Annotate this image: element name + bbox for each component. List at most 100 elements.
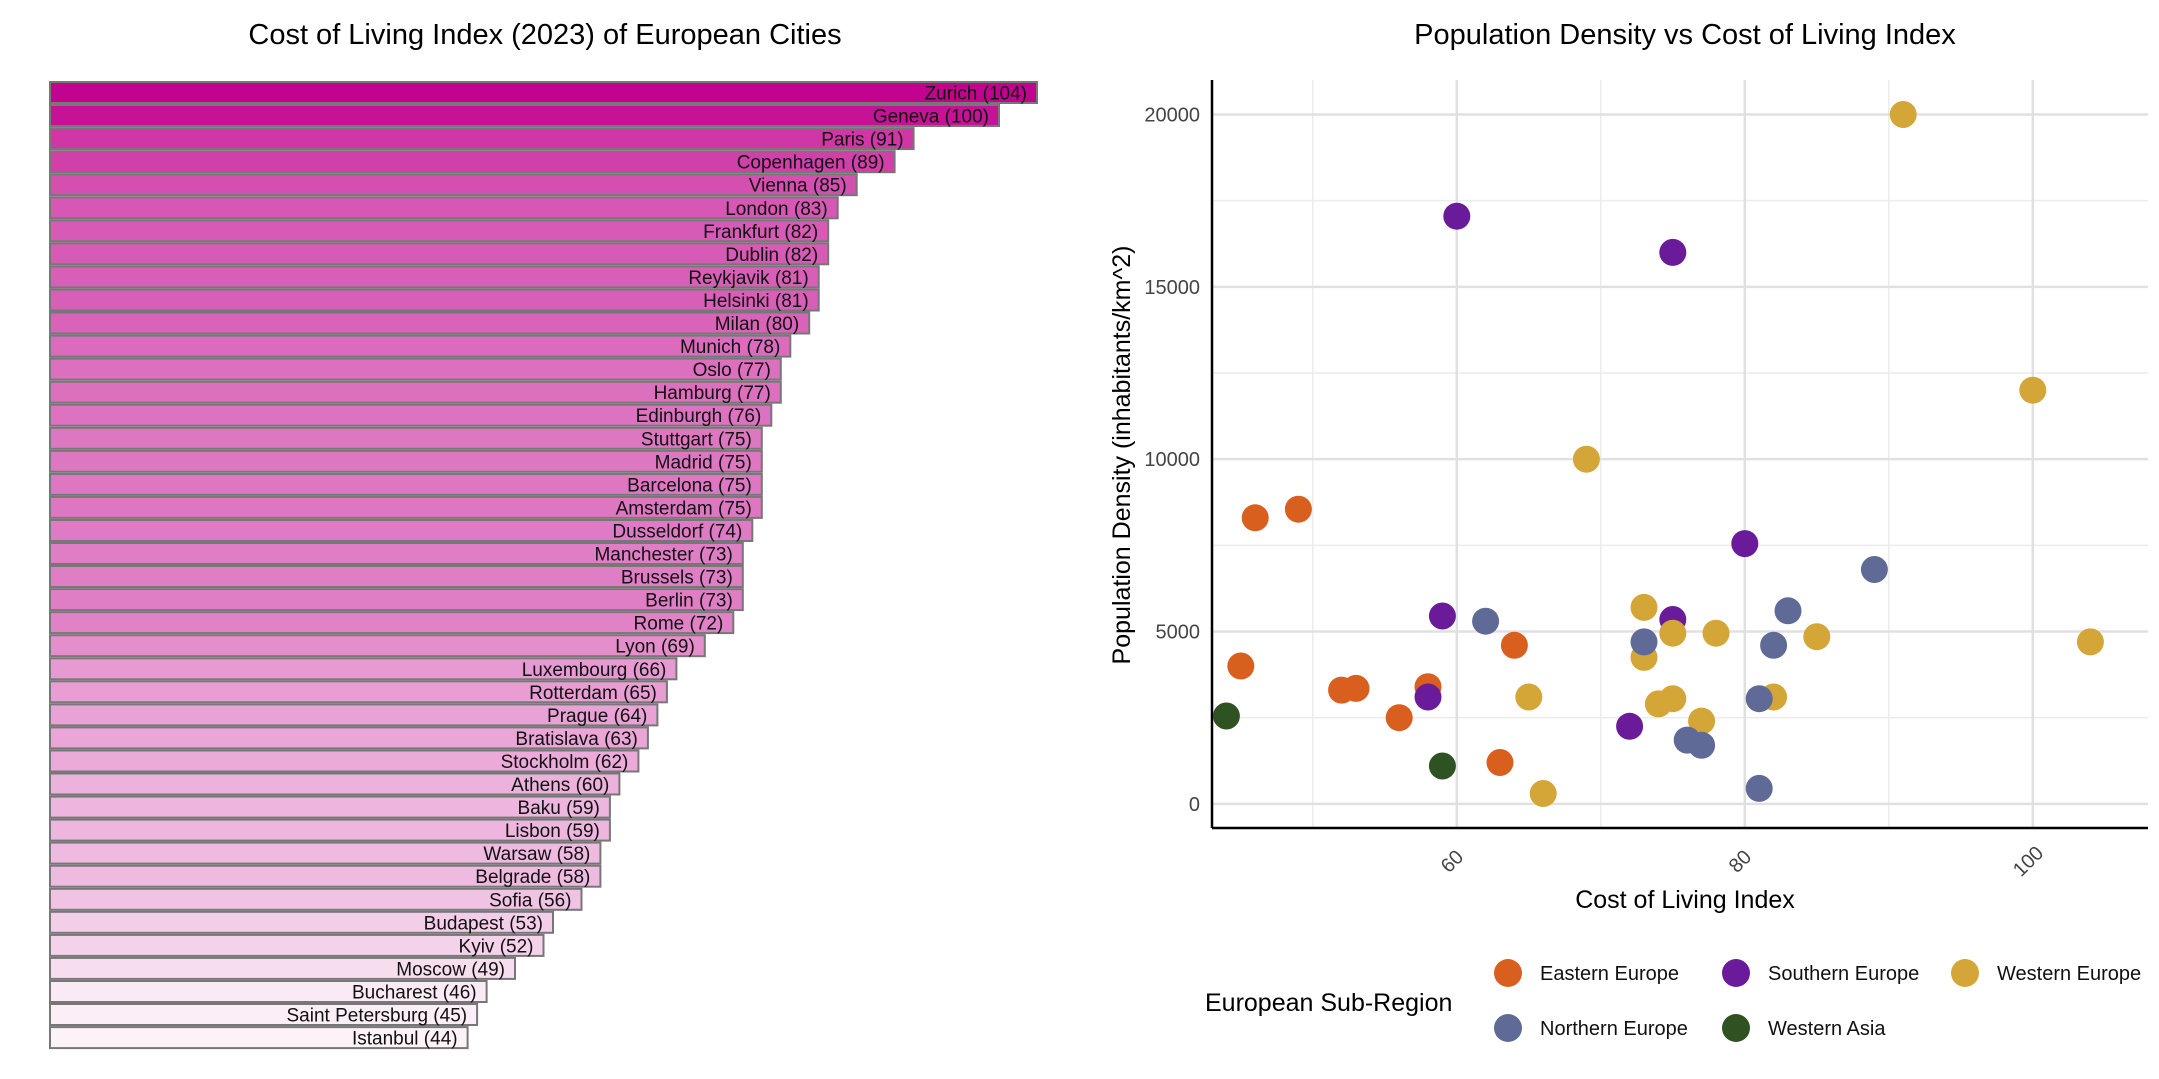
bar-madrid — [49, 449, 763, 473]
bar-saint-petersburg — [49, 1003, 479, 1026]
point-northern-europe — [1472, 607, 1500, 635]
legend-items: Eastern Europe Southern Europe Western Eur… — [1494, 959, 2141, 1042]
point-eastern-europe — [1486, 749, 1514, 776]
bar-berlin — [49, 588, 744, 612]
point-western-asia — [1428, 752, 1456, 780]
bar-moscow — [49, 956, 516, 980]
point-southern-europe — [1616, 712, 1644, 740]
bar-label: Dublin (82) — [725, 245, 818, 266]
bar-label: Copenhagen (89) — [737, 153, 885, 174]
bar-milan — [49, 311, 811, 335]
bar-stuttgart — [49, 426, 763, 450]
bar-sofia — [49, 887, 583, 911]
point-western-europe — [2076, 628, 2104, 656]
bar-label: Paris (91) — [821, 130, 903, 151]
bar-budapest — [49, 910, 554, 934]
point-northern-europe — [1630, 628, 1658, 656]
point-eastern-europe — [1284, 495, 1312, 523]
bar-oslo — [49, 357, 782, 381]
bar-vienna — [49, 173, 858, 197]
bar-label: Lisbon (59) — [505, 821, 600, 842]
y-axis-label: Population Density (inhabitants/km^2) — [1108, 246, 1136, 665]
bar-chart-panel: Cost of Living Index (2023) of European … — [49, 19, 1038, 1050]
bar-warsaw — [49, 841, 602, 865]
bar-helsinki — [49, 288, 820, 312]
bar-rotterdam — [49, 680, 668, 704]
bar-label: Stuttgart (75) — [641, 429, 752, 450]
bar-bucharest — [49, 980, 488, 1003]
bar-label: Saint Petersburg (45) — [287, 1006, 468, 1027]
bar-dusseldorf — [49, 519, 754, 542]
bar-edinburgh — [49, 403, 773, 427]
bar-luxembourg — [49, 657, 678, 681]
bar-dublin — [49, 242, 830, 266]
point-northern-europe — [1774, 597, 1802, 625]
bar-bratislava — [49, 726, 649, 750]
bar-lyon — [49, 634, 706, 658]
bar-label: Stockholm (62) — [501, 752, 629, 773]
legend-swatch-western-europe — [1951, 959, 1979, 987]
bar-label: Berlin (73) — [645, 591, 733, 612]
legend-label-southern-europe: Southern Europe — [1768, 963, 1919, 985]
bar-label: Dusseldorf (74) — [612, 522, 742, 543]
point-western-europe — [1688, 707, 1716, 735]
legend-swatch-western-asia — [1722, 1014, 1750, 1042]
bar-label: Belgrade (58) — [475, 867, 590, 888]
bar-label: Amsterdam (75) — [616, 498, 752, 519]
point-eastern-europe — [1385, 704, 1413, 732]
bar-label: Barcelona (75) — [627, 475, 752, 496]
bar-munich — [49, 334, 792, 358]
point-southern-europe — [1443, 202, 1471, 230]
bar-label: Munich (78) — [680, 337, 780, 358]
bar-label: Milan (80) — [715, 314, 799, 335]
y-tick-label: 5000 — [1156, 622, 1201, 644]
point-western-europe — [1644, 690, 1672, 718]
point-western-europe — [1572, 445, 1600, 473]
y-tick-label: 20000 — [1144, 104, 1200, 126]
bar-label: Frankfurt (82) — [703, 222, 818, 243]
legend-label-northern-europe: Northern Europe — [1540, 1018, 1688, 1040]
bar-label: Geneva (100) — [873, 107, 989, 128]
scatter-chart-title: Population Density vs Cost of Living Ind… — [1414, 19, 1956, 51]
bar-lisbon — [49, 818, 611, 842]
bar-label: Kyiv (52) — [459, 936, 534, 957]
point-eastern-europe — [1227, 652, 1255, 680]
legend-swatch-northern-europe — [1494, 1014, 1522, 1042]
bar-geneva — [49, 104, 1000, 127]
point-western-europe — [1659, 619, 1687, 647]
bar-zurich — [49, 81, 1038, 104]
bar-label: Lyon (69) — [615, 637, 695, 658]
point-northern-europe — [1745, 685, 1773, 713]
point-eastern-europe — [1500, 631, 1528, 659]
bar-label: Moscow (49) — [396, 959, 505, 980]
bar-label: Manchester (73) — [594, 545, 732, 566]
point-western-europe — [1803, 623, 1831, 651]
bar-label: Athens (60) — [511, 775, 609, 796]
bar-stockholm — [49, 749, 640, 773]
bar-label: Warsaw (58) — [483, 844, 590, 865]
bar-label: Vienna (85) — [749, 176, 847, 197]
bar-label: Bratislava (63) — [515, 729, 638, 750]
bar-label: Baku (59) — [518, 798, 600, 819]
bar-prague — [49, 703, 659, 727]
x-tick-label: 60 — [1437, 846, 1468, 877]
scatter-chart-panel: Population Density vs Cost of Living Ind… — [1108, 19, 2148, 1042]
bar-label: London (83) — [725, 199, 827, 220]
bar-label: Helsinki (81) — [703, 291, 809, 312]
bar-baku — [49, 795, 611, 819]
bar-label: Brussels (73) — [621, 568, 733, 589]
point-northern-europe — [1688, 731, 1716, 759]
bar-rome — [49, 611, 735, 635]
y-tick-label: 0 — [1189, 794, 1200, 816]
point-southern-europe — [1428, 602, 1456, 630]
bar-barcelona — [49, 472, 763, 496]
bar-belgrade — [49, 864, 602, 888]
point-western-europe — [1529, 780, 1557, 807]
bar-label: Sofia (56) — [489, 890, 571, 911]
bar-manchester — [49, 542, 744, 565]
bar-kyiv — [49, 933, 545, 957]
y-tick-label: 15000 — [1144, 277, 1200, 299]
point-southern-europe — [1414, 683, 1442, 711]
point-western-europe — [2019, 376, 2047, 404]
bar-copenhagen — [49, 150, 896, 174]
